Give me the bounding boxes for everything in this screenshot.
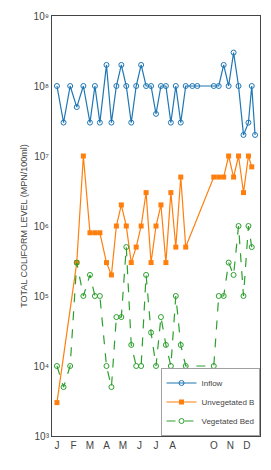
svg-text:D: D [243, 440, 250, 451]
svg-text:10⁸: 10⁸ [34, 81, 49, 92]
svg-text:10⁷: 10⁷ [34, 151, 49, 162]
svg-text:10⁴: 10⁴ [34, 361, 49, 372]
svg-text:M: M [86, 440, 94, 451]
svg-text:O: O [210, 440, 218, 451]
svg-text:J: J [137, 440, 142, 451]
svg-text:Vegetated Bed: Vegetated Bed [202, 417, 255, 426]
svg-text:Inflow: Inflow [202, 379, 223, 388]
svg-text:A: A [103, 440, 110, 451]
svg-text:N: N [227, 440, 234, 451]
svg-text:10⁵: 10⁵ [34, 291, 49, 302]
svg-text:10⁶: 10⁶ [34, 221, 49, 232]
svg-text:J: J [154, 440, 159, 451]
svg-text:M: M [119, 440, 127, 451]
svg-text:TOTAL COLIFORM LEVEL (MPN/100m: TOTAL COLIFORM LEVEL (MPN/100ml) [19, 144, 29, 308]
svg-text:10⁹: 10⁹ [34, 11, 49, 22]
svg-text:A: A [169, 440, 176, 451]
svg-text:Unvegetated B: Unvegetated B [202, 398, 255, 407]
svg-text:10³: 10³ [35, 431, 50, 442]
svg-text:F: F [70, 440, 76, 451]
svg-text:J: J [54, 440, 59, 451]
